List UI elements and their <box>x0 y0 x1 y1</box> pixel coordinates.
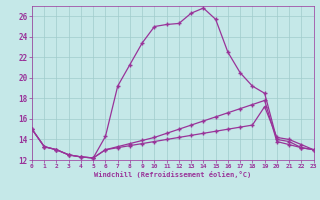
X-axis label: Windchill (Refroidissement éolien,°C): Windchill (Refroidissement éolien,°C) <box>94 171 252 178</box>
